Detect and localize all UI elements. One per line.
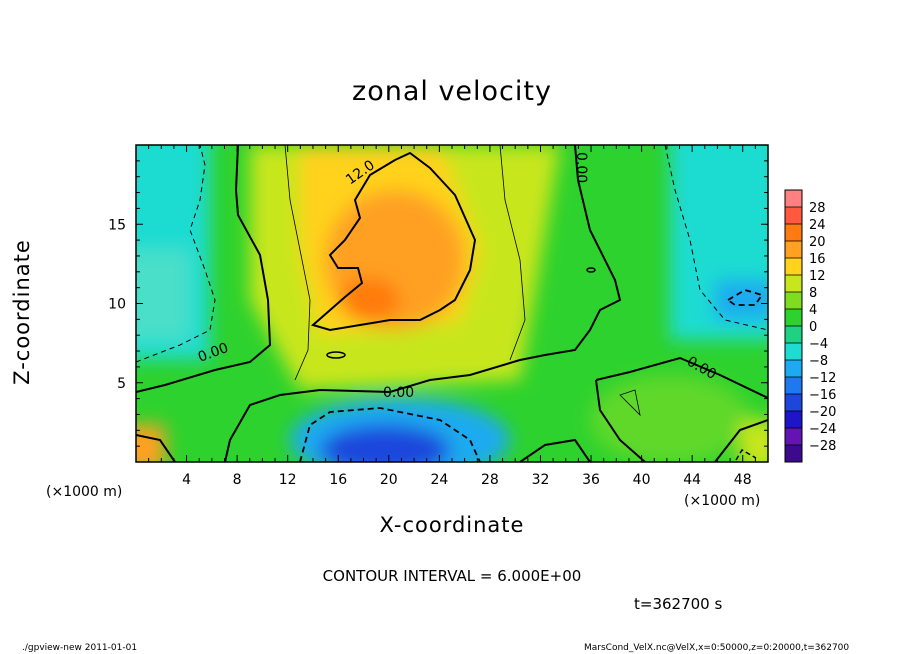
x-tick-label: 48 [734, 472, 752, 488]
x-unit-label-left: (×1000 m) [46, 484, 123, 500]
colorbar-label: 0 [809, 320, 817, 335]
contour-interval-note: CONTOUR INTERVAL = 6.000E+00 [322, 567, 582, 585]
colorbar-label: −8 [809, 354, 828, 369]
x-tick-label: 24 [430, 472, 448, 488]
colorbar-cell [785, 190, 802, 208]
x-axis: 4 8 12 16 20 24 28 32 36 40 44 48 [135, 145, 769, 488]
contour-label-0-center: 0.00 [383, 385, 414, 401]
colorbar-cell [785, 241, 802, 259]
colorbar-cell [785, 377, 802, 395]
colorbar-cell [785, 309, 802, 327]
colorbar-label: −28 [809, 439, 836, 454]
x-tick-label: 36 [582, 472, 600, 488]
colorbar-cell [785, 445, 802, 463]
colorbar-label: 12 [809, 269, 826, 284]
x-tick-label: 16 [329, 472, 347, 488]
colorbar-cell [785, 394, 802, 412]
colorbar-cell [785, 292, 802, 310]
heatmap-field [136, 145, 768, 462]
colorbar: 28 24 20 16 12 8 4 0 −4 −8 −12 −16 −20 −24 −28 [784, 189, 836, 463]
colorbar-label: 24 [809, 218, 826, 233]
colorbar-cell [785, 343, 802, 361]
colorbar-cell [785, 428, 802, 446]
x-tick-label: 32 [532, 472, 550, 488]
colorbar-label: −16 [809, 388, 836, 403]
colorbar-cell [785, 360, 802, 378]
colorbar-cell [785, 224, 802, 242]
colorbar-label: −24 [809, 422, 836, 437]
colorbar-label: 16 [809, 252, 826, 267]
x-unit-label-right: (×1000 m) [684, 493, 761, 509]
x-tick-label: 8 [233, 472, 242, 488]
colorbar-label: 20 [809, 235, 826, 250]
colorbar-label: −20 [809, 405, 836, 420]
footer-right: MarsCond_VelX.nc@VelX,x=0:50000,z=0:2000… [584, 643, 850, 653]
colorbar-label: 28 [809, 201, 826, 216]
footer-left: ./gpview-new 2011-01-01 [22, 643, 138, 653]
time-stamp: t=362700 s [634, 595, 723, 613]
x-tick-label: 28 [481, 472, 499, 488]
contour-label-0-top: 0.00 [573, 152, 589, 183]
colorbar-cell [785, 326, 802, 344]
x-tick-label: 40 [633, 472, 651, 488]
chart-title: zonal velocity [352, 76, 552, 107]
y-tick-label: 15 [108, 217, 126, 233]
colorbar-label: −12 [809, 371, 836, 386]
colorbar-label: −4 [809, 337, 828, 352]
x-tick-label: 20 [380, 472, 398, 488]
colorbar-label: 8 [809, 286, 817, 301]
x-tick-label: 44 [683, 472, 701, 488]
colorbar-cell [785, 411, 802, 429]
colorbar-cell [785, 207, 802, 225]
colorbar-cell [785, 258, 802, 276]
y-tick-label: 5 [117, 376, 126, 392]
y-tick-label: 10 [108, 297, 126, 313]
x-axis-label: X-coordinate [379, 513, 525, 537]
y-axis-label: Z-coordinate [10, 239, 34, 385]
colorbar-label: 4 [809, 303, 817, 318]
y-axis: 5 10 15 [108, 144, 768, 463]
x-tick-label: 12 [279, 472, 297, 488]
x-tick-label: 4 [182, 472, 191, 488]
colorbar-cell [785, 275, 802, 293]
